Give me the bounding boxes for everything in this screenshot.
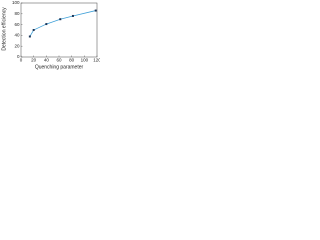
y-tick-label: 40 bbox=[14, 33, 20, 38]
marker bbox=[28, 35, 31, 38]
y-tick-label: 80 bbox=[14, 11, 20, 16]
x-axis-label: Quenching parameter bbox=[35, 64, 84, 70]
x-tick-label: 0 bbox=[20, 58, 23, 63]
marker bbox=[32, 29, 35, 31]
y-tick-label: 60 bbox=[14, 22, 20, 27]
y-tick-label: 100 bbox=[12, 0, 20, 5]
x-tick-label: 20 bbox=[31, 58, 37, 63]
marker bbox=[94, 9, 97, 12]
marker bbox=[59, 18, 62, 21]
x-tick-label: 120 bbox=[93, 58, 100, 63]
line bbox=[29, 10, 96, 37]
y-tick-label: 0 bbox=[17, 54, 20, 59]
x-tick-label: 40 bbox=[44, 58, 50, 63]
chart: Quenching parameter Detection efficiency… bbox=[1, 0, 100, 70]
marker bbox=[45, 23, 48, 26]
y-axis-label: Detection efficiency bbox=[1, 7, 7, 51]
x-tick-label: 80 bbox=[69, 58, 75, 63]
x-tick-label: 60 bbox=[56, 58, 62, 63]
y-tick-label: 20 bbox=[14, 43, 20, 48]
x-tick-label: 100 bbox=[81, 58, 89, 63]
marker bbox=[71, 14, 74, 17]
plot-frame bbox=[20, 2, 98, 58]
